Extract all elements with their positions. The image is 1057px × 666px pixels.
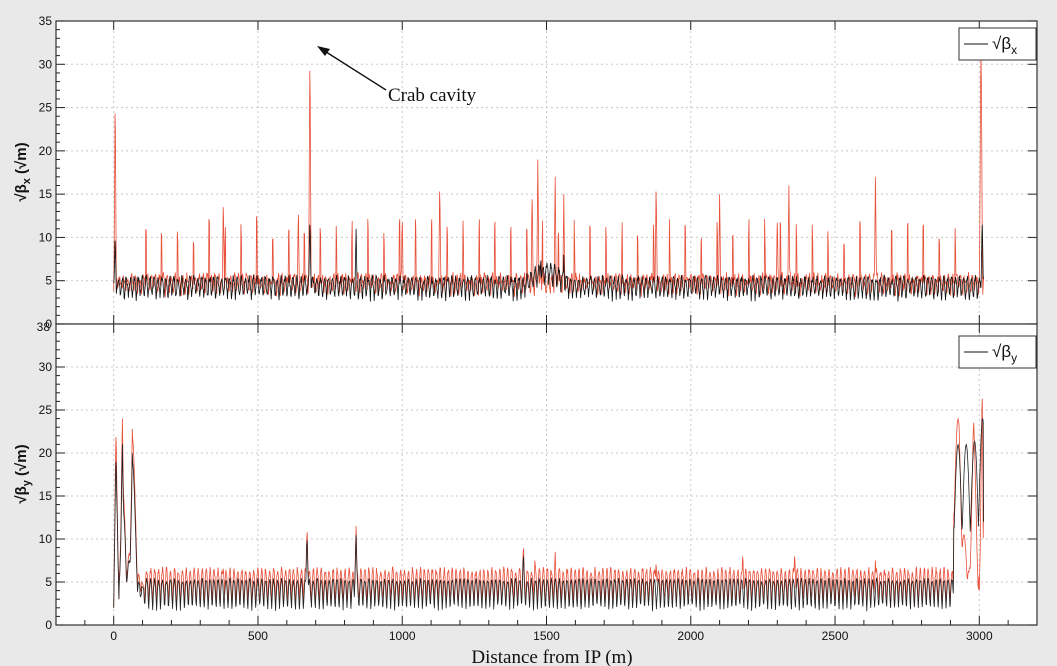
top-ytick-label-3: 15 (39, 187, 53, 201)
top-legend: √βx (958, 27, 1037, 61)
bottom-ytick-label-4: 20 (39, 446, 53, 460)
top-series-black-line (113, 224, 984, 302)
annotation-arrow-line (322, 49, 387, 91)
x-axis-label: Distance from IP (m) (471, 647, 632, 666)
bottom-y-ticks: 0 5 10 15 20 25 30 (39, 324, 1037, 632)
top-series-group (113, 55, 984, 302)
bottom-ytick-label-3: 15 (39, 489, 53, 503)
top-ytick-label-0: 0 (45, 317, 52, 331)
top-gridlines (56, 21, 1037, 324)
annotation-text: Crab cavity (388, 85, 477, 106)
top-y-label-main: √β (13, 184, 30, 201)
bottom-legend-sub: y (1011, 351, 1017, 365)
bottom-ytick-label-5: 25 (39, 403, 53, 417)
bottom-y-label-sub: y (21, 479, 33, 486)
top-legend-sub: x (1011, 43, 1017, 57)
top-ytick-label-2: 10 (39, 230, 53, 244)
top-legend-label: √βx (992, 34, 1017, 57)
top-y-axis-label: √βx (√m) (13, 142, 33, 201)
top-ytick-label-6: 30 (39, 57, 53, 71)
x-tick-label-4: 2000 (677, 629, 704, 643)
bottom-ytick-label-2: 10 (39, 532, 53, 546)
top-y-ticks: 0 5 10 15 20 25 30 35 (39, 14, 1037, 331)
top-y-label-unit: (√m) (13, 142, 30, 178)
bottom-y-label-unit: (√m) (13, 444, 30, 480)
x-tick-label-6: 3000 (966, 629, 993, 643)
x-tick-label-3: 1500 (533, 629, 560, 643)
x-tick-label-0: 0 (110, 629, 117, 643)
bottom-y-label-main: √β (13, 486, 30, 503)
bottom-legend: √βy (958, 335, 1037, 369)
x-tick-label-2: 1000 (389, 629, 416, 643)
x-tick-label-1: 500 (248, 629, 268, 643)
x-ticks: 0 500 1000 1500 2000 2500 3000 (84, 620, 1009, 643)
bottom-legend-main: √β (992, 342, 1011, 361)
bottom-gridlines (56, 324, 1037, 625)
bottom-ytick-label-1: 5 (45, 575, 52, 589)
top-ytick-label-7: 35 (39, 14, 53, 28)
annotation-arrowhead (317, 46, 330, 56)
top-series-red-line (113, 55, 984, 298)
top-y-label-sub: x (21, 177, 33, 184)
bottom-series-black-line (113, 418, 984, 612)
top-panel-bottom-label: 38 (37, 320, 51, 334)
bottom-series-group (113, 398, 984, 612)
bottom-ytick-label-6: 30 (39, 360, 53, 374)
x-tick-label-5: 2500 (822, 629, 849, 643)
bottom-legend-label: √βy (992, 342, 1017, 365)
bottom-ytick-label-0: 0 (45, 618, 52, 632)
bottom-y-axis-label: √βy (√m) (13, 444, 33, 503)
top-legend-main: √β (992, 34, 1011, 53)
top-ytick-label-4: 20 (39, 144, 53, 158)
crab-cavity-annotation: Crab cavity (317, 46, 477, 106)
top-ytick-label-5: 25 (39, 101, 53, 115)
top-ytick-label-1: 5 (45, 274, 52, 288)
